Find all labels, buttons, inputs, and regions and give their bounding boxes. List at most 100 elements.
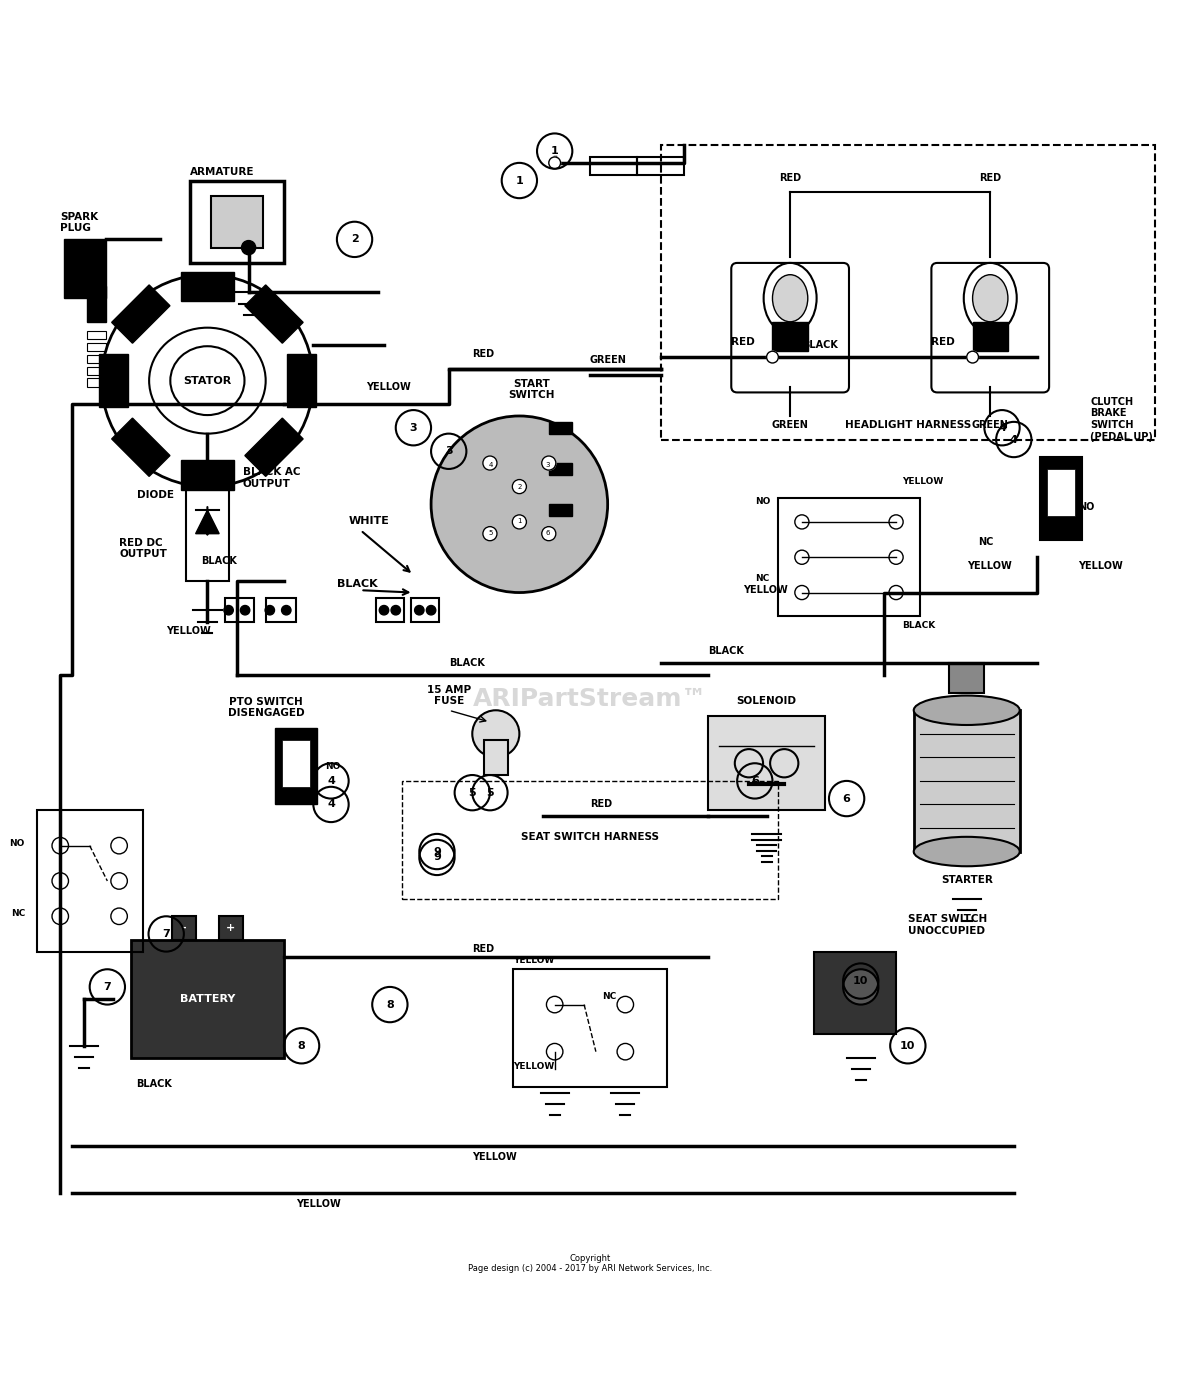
Text: NC: NC (755, 574, 769, 583)
Text: 5: 5 (468, 788, 476, 798)
Bar (708, 717, 826, 810)
Text: 8: 8 (297, 1041, 306, 1051)
Circle shape (224, 605, 234, 615)
Bar (513, 970, 667, 1087)
Text: SEAT SWITCH
UNOCCUPIED: SEAT SWITCH UNOCCUPIED (907, 915, 988, 936)
Text: DIODE: DIODE (137, 490, 173, 500)
Text: 10: 10 (900, 1041, 916, 1051)
Bar (267, 598, 296, 622)
Bar (64, 239, 106, 298)
Ellipse shape (773, 275, 808, 321)
Bar (779, 499, 919, 616)
Text: NC: NC (11, 909, 25, 918)
Text: SEAT SWITCH HARNESS: SEAT SWITCH HARNESS (522, 831, 658, 842)
Text: NO: NO (755, 497, 771, 506)
Text: STARTER: STARTER (940, 875, 992, 886)
Text: 3: 3 (409, 423, 418, 433)
Text: YELLOW: YELLOW (366, 381, 411, 393)
Text: START
SWITCH: START SWITCH (507, 379, 555, 401)
Bar (172, 916, 196, 940)
Polygon shape (196, 510, 219, 534)
Text: YELLOW: YELLOW (966, 562, 1011, 571)
Bar (913, 710, 1020, 852)
Text: BLACK: BLACK (902, 620, 936, 630)
Text: +: + (227, 923, 236, 933)
Bar (411, 598, 439, 622)
Text: 4: 4 (327, 799, 335, 809)
Bar (131, 940, 284, 1058)
Text: BLACK: BLACK (448, 658, 485, 668)
Text: NO: NO (326, 763, 341, 771)
Text: YELLOW: YELLOW (513, 957, 555, 965)
Bar (225, 598, 255, 622)
Text: 6: 6 (545, 529, 550, 535)
Text: PTO SWITCH
DISENGAGED: PTO SWITCH DISENGAGED (228, 697, 304, 718)
Text: 5: 5 (489, 529, 493, 535)
Bar (549, 422, 572, 433)
Circle shape (266, 605, 275, 615)
Circle shape (542, 455, 556, 471)
Text: 9: 9 (433, 852, 441, 862)
Text: -: - (182, 923, 186, 933)
Text: YELLOW: YELLOW (166, 626, 211, 636)
Text: NC: NC (978, 538, 994, 548)
Text: ARIPartStream™: ARIPartStream™ (473, 686, 707, 711)
Text: Copyright
Page design (c) 2004 - 2017 by ARI Network Services, Inc.: Copyright Page design (c) 2004 - 2017 by… (468, 1255, 712, 1273)
Text: RED: RED (779, 172, 801, 183)
Bar (87, 331, 106, 339)
Text: HEADLIGHT HARNESS: HEADLIGHT HARNESS (845, 419, 971, 430)
Text: YELLOW: YELLOW (296, 1199, 341, 1208)
Text: 4: 4 (998, 423, 1007, 433)
Text: GREEN: GREEN (590, 355, 627, 365)
Text: 7: 7 (104, 982, 111, 992)
Circle shape (843, 970, 878, 1004)
Bar (1047, 469, 1075, 515)
Text: CLUTCH
BRAKE
SWITCH
(PEDAL UP): CLUTCH BRAKE SWITCH (PEDAL UP) (1090, 397, 1153, 441)
Text: NC: NC (602, 992, 616, 1000)
Text: SPARK
PLUG: SPARK PLUG (60, 212, 98, 233)
Bar (87, 344, 106, 351)
Bar (375, 598, 404, 622)
Bar (814, 951, 896, 1034)
Text: BATTERY: BATTERY (179, 993, 235, 1003)
Text: 9: 9 (433, 847, 441, 856)
Circle shape (426, 605, 435, 615)
Bar (275, 728, 317, 805)
Text: 6: 6 (750, 775, 759, 787)
Text: 8: 8 (386, 1000, 394, 1010)
Text: 1: 1 (516, 176, 523, 186)
Circle shape (241, 605, 250, 615)
Text: 4: 4 (1010, 434, 1017, 444)
Bar (661, 145, 1155, 440)
Bar (37, 810, 143, 951)
Bar (186, 481, 229, 581)
Bar (484, 739, 507, 775)
Text: ARMATURE: ARMATURE (190, 166, 254, 176)
Circle shape (512, 479, 526, 493)
Text: STATOR: STATOR (183, 376, 231, 386)
Bar (590, 156, 637, 175)
Text: NO: NO (1079, 502, 1095, 513)
Text: 4: 4 (489, 461, 493, 468)
Circle shape (483, 455, 497, 471)
Circle shape (767, 351, 779, 363)
Text: BLACK: BLACK (202, 556, 237, 566)
Text: 4: 4 (327, 775, 335, 787)
Text: YELLOW: YELLOW (472, 1153, 517, 1162)
Text: SOLENOID: SOLENOID (736, 696, 797, 707)
FancyBboxPatch shape (112, 285, 170, 344)
Circle shape (542, 527, 556, 541)
Text: YELLOW: YELLOW (902, 478, 943, 486)
Circle shape (379, 605, 388, 615)
Text: YELLOW: YELLOW (743, 584, 788, 595)
Text: BLACK: BLACK (337, 578, 378, 588)
FancyBboxPatch shape (287, 355, 316, 407)
Text: RED DC
OUTPUT: RED DC OUTPUT (119, 538, 168, 559)
Bar (282, 739, 310, 787)
Text: BLACK: BLACK (137, 1078, 172, 1090)
Text: RED: RED (732, 337, 755, 348)
Circle shape (966, 351, 978, 363)
FancyBboxPatch shape (112, 418, 170, 476)
Text: 5: 5 (486, 788, 493, 798)
Bar (87, 286, 106, 321)
